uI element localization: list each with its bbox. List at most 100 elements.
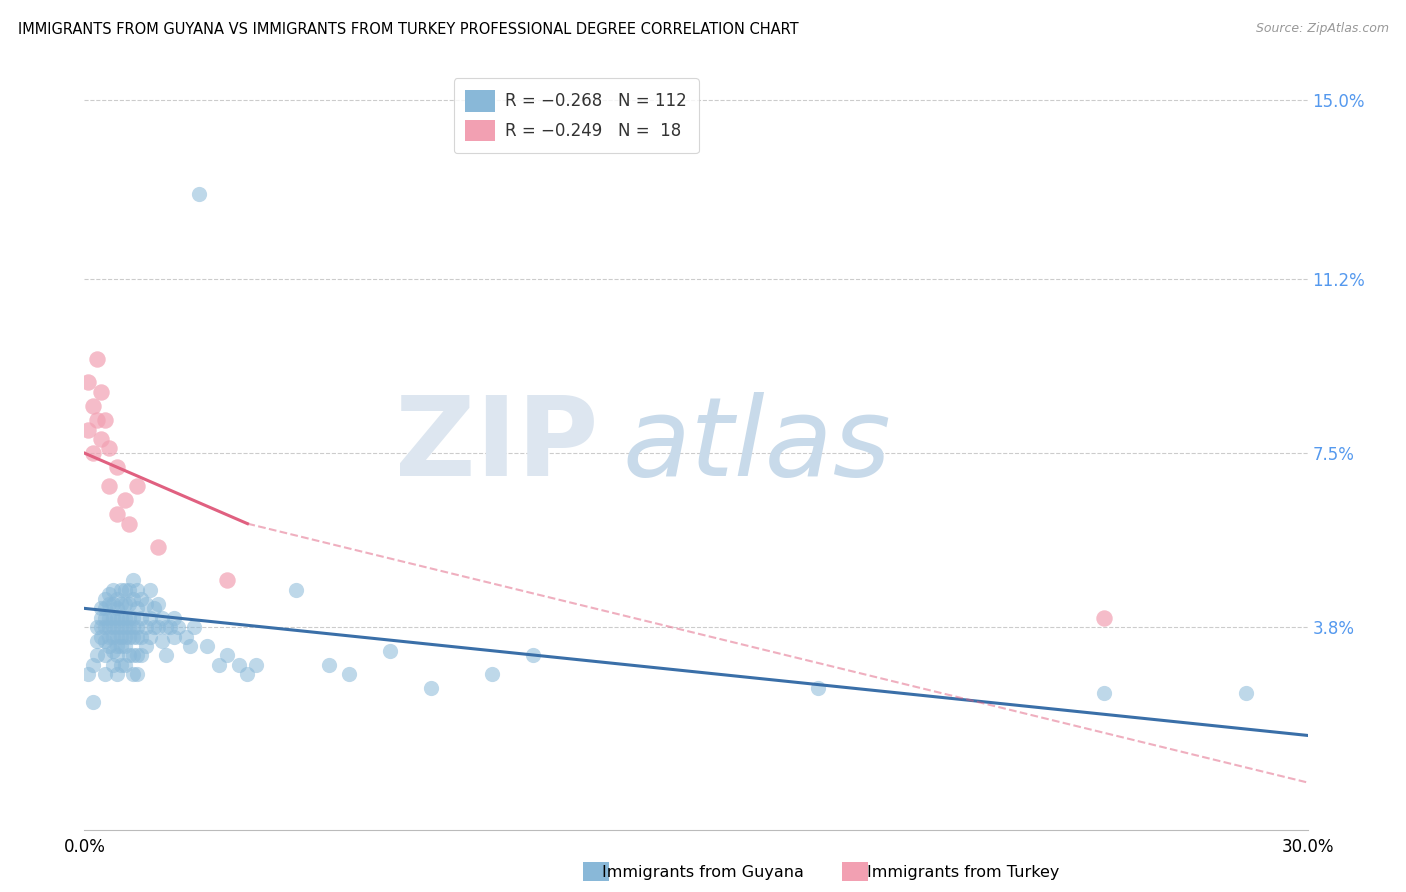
Point <box>122 648 145 663</box>
Point <box>208 657 231 672</box>
Point <box>90 601 112 615</box>
Point <box>105 591 128 606</box>
Point <box>217 648 239 663</box>
Point <box>114 493 136 508</box>
Point <box>245 657 267 672</box>
Point <box>97 630 120 644</box>
Point <box>97 639 120 653</box>
Point <box>122 591 145 606</box>
Point <box>217 573 239 587</box>
Point <box>97 479 120 493</box>
Text: Immigrants from Turkey: Immigrants from Turkey <box>868 865 1059 880</box>
Legend: R = −0.268   N = 112, R = −0.249   N =  18: R = −0.268 N = 112, R = −0.249 N = 18 <box>454 78 699 153</box>
Point <box>142 601 165 615</box>
Point <box>101 630 124 644</box>
Text: IMMIGRANTS FROM GUYANA VS IMMIGRANTS FROM TURKEY PROFESSIONAL DEGREE CORRELATION: IMMIGRANTS FROM GUYANA VS IMMIGRANTS FRO… <box>18 22 799 37</box>
Point <box>195 639 218 653</box>
Point <box>105 601 128 615</box>
Point <box>135 620 157 634</box>
Point <box>90 432 112 446</box>
Point <box>105 667 128 681</box>
Point <box>93 591 115 606</box>
Point <box>285 582 308 597</box>
Point <box>114 657 136 672</box>
Point <box>420 681 443 696</box>
Point <box>97 587 120 601</box>
Point <box>110 611 132 625</box>
Point <box>118 611 141 625</box>
Point <box>127 601 149 615</box>
Point <box>131 591 153 606</box>
Point <box>122 630 145 644</box>
Point <box>110 597 132 611</box>
Point <box>159 620 181 634</box>
Point <box>101 611 124 625</box>
Point <box>114 630 136 644</box>
Point <box>110 657 132 672</box>
Point <box>127 620 149 634</box>
Point <box>114 620 136 634</box>
Point <box>807 681 830 696</box>
Point <box>1236 686 1258 700</box>
Point <box>138 611 160 625</box>
Point <box>105 508 128 522</box>
Point <box>93 667 115 681</box>
Point <box>127 648 149 663</box>
Point <box>118 582 141 597</box>
Point <box>167 620 190 634</box>
Point <box>236 667 259 681</box>
Point <box>122 611 145 625</box>
Point <box>318 657 340 672</box>
Point <box>118 620 141 634</box>
Point <box>90 384 112 399</box>
Point <box>138 630 160 644</box>
Point <box>380 644 402 658</box>
Point <box>110 630 132 644</box>
Point <box>77 423 100 437</box>
Text: Immigrants from Guyana: Immigrants from Guyana <box>602 865 804 880</box>
Point <box>122 667 145 681</box>
Point <box>118 516 141 531</box>
Point <box>114 639 136 653</box>
Point <box>86 634 108 648</box>
Point <box>127 630 149 644</box>
Point <box>105 611 128 625</box>
Point <box>135 597 157 611</box>
Point <box>481 667 503 681</box>
Point <box>105 648 128 663</box>
Point <box>101 644 124 658</box>
Point <box>93 620 115 634</box>
Point <box>86 648 108 663</box>
Point <box>97 597 120 611</box>
Point <box>163 611 186 625</box>
Point <box>101 657 124 672</box>
Point <box>339 667 361 681</box>
Point <box>86 351 108 366</box>
Point <box>150 634 173 648</box>
Point <box>105 460 128 475</box>
Point <box>101 620 124 634</box>
Point <box>86 620 108 634</box>
Point <box>101 582 124 597</box>
Point <box>127 667 149 681</box>
Point <box>122 620 145 634</box>
Point <box>93 648 115 663</box>
Point <box>93 634 115 648</box>
Point <box>86 413 108 427</box>
Point <box>97 620 120 634</box>
Point <box>101 597 124 611</box>
Point <box>150 611 173 625</box>
Point <box>114 597 136 611</box>
Point <box>187 187 209 202</box>
Text: atlas: atlas <box>623 392 891 500</box>
Point <box>97 442 120 456</box>
Text: ZIP: ZIP <box>395 392 598 500</box>
Point <box>105 639 128 653</box>
Point <box>163 630 186 644</box>
Point <box>97 611 120 625</box>
Point <box>110 620 132 634</box>
Point <box>138 582 160 597</box>
Point <box>122 573 145 587</box>
Point <box>82 696 104 710</box>
Point <box>118 597 141 611</box>
